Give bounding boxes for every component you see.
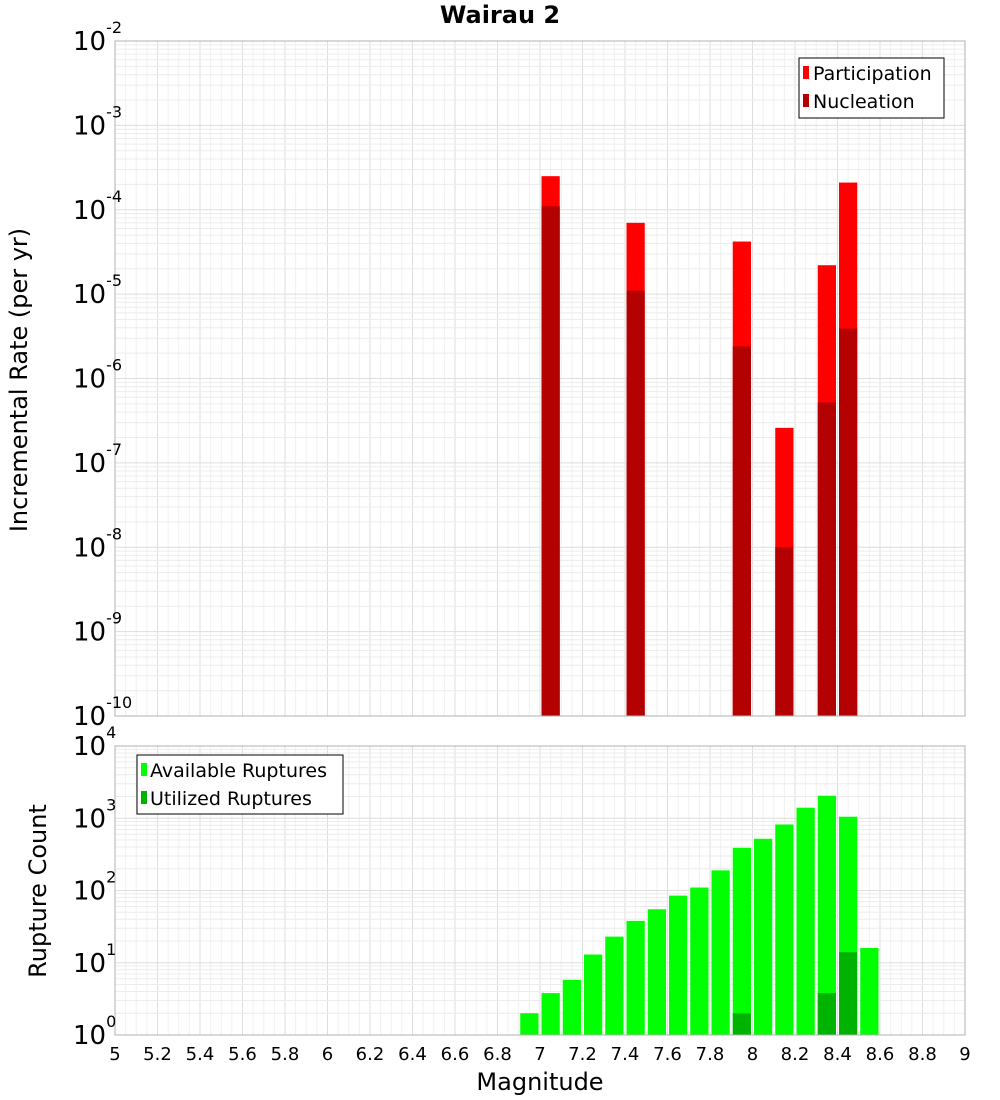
bar-available-ruptures xyxy=(711,870,730,1035)
bar-available-ruptures xyxy=(520,1013,539,1035)
legend-label-participation: Participation xyxy=(813,63,932,85)
bottom-y-tick-label: 103 xyxy=(73,795,116,834)
x-tick-label: 8.2 xyxy=(781,1044,810,1065)
bar-available-ruptures xyxy=(669,895,688,1035)
bottom-y-tick-label: 101 xyxy=(73,940,116,979)
x-tick-label: 8.6 xyxy=(866,1044,895,1065)
x-tick-label: 7.2 xyxy=(568,1044,597,1065)
x-tick-label: 9 xyxy=(959,1044,970,1065)
top-y-axis-label: Incremental Rate (per yr) xyxy=(5,228,33,532)
bar-available-ruptures xyxy=(817,795,836,1035)
legend-swatch-available xyxy=(141,763,147,776)
legend-swatch-participation xyxy=(803,66,809,79)
x-axis-label: Magnitude xyxy=(476,1068,603,1096)
top-legend-box xyxy=(798,57,945,119)
legend-label-utilized: Utilized Ruptures xyxy=(150,788,312,810)
bottom-legend-box xyxy=(136,754,344,815)
x-tick-label: 5.6 xyxy=(228,1044,257,1065)
x-tick-label: 8 xyxy=(747,1044,758,1065)
bar-available-ruptures xyxy=(541,993,560,1035)
bar-nucleation xyxy=(817,402,836,716)
x-tick-label: 5 xyxy=(109,1044,120,1065)
bar-available-ruptures xyxy=(647,909,666,1035)
top-plot-bars xyxy=(541,176,858,717)
x-tick-label: 8.8 xyxy=(908,1044,937,1065)
bar-available-ruptures xyxy=(690,887,709,1035)
x-tick-label: 6 xyxy=(322,1044,333,1065)
bar-nucleation xyxy=(626,290,645,716)
x-tick-label: 5.8 xyxy=(271,1044,300,1065)
top-plot-grid xyxy=(114,41,966,717)
x-tick-label: 6.8 xyxy=(483,1044,512,1065)
bar-nucleation xyxy=(839,328,858,716)
x-tick-label: 5.2 xyxy=(143,1044,172,1065)
bar-available-ruptures xyxy=(562,979,581,1035)
chart-title: Wairau 2 xyxy=(440,1,560,29)
x-tick-label: 6.4 xyxy=(398,1044,427,1065)
bottom-y-axis-label: Rupture Count xyxy=(24,804,52,978)
bar-utilized-ruptures xyxy=(817,993,836,1035)
bar-available-ruptures xyxy=(626,920,645,1035)
bottom-y-tick-label: 102 xyxy=(73,868,116,907)
bar-available-ruptures xyxy=(584,954,603,1035)
bar-available-ruptures xyxy=(775,824,794,1035)
x-tick-label: 6.2 xyxy=(356,1044,385,1065)
bar-utilized-ruptures xyxy=(732,1013,751,1035)
bottom-plot-frame xyxy=(114,745,966,1036)
x-ticks: 5 5.2 5.4 5.6 5.8 6 6.2 6.4 6.6 6.8 7 7.2 7.4 7.6 7.8 8… xyxy=(109,1044,970,1065)
legend-label-nucleation: Nucleation xyxy=(813,91,915,113)
top-y-tick-label: 10-10 xyxy=(73,693,132,732)
x-tick-label: 7 xyxy=(534,1044,545,1065)
bar-nucleation xyxy=(732,346,751,716)
x-tick-label: 6.6 xyxy=(441,1044,470,1065)
top-legend: Participation Nucleation xyxy=(798,57,945,119)
bar-available-ruptures xyxy=(754,838,773,1035)
legend-swatch-nucleation xyxy=(803,94,809,107)
bottom-legend: Available Ruptures Utilized Ruptures xyxy=(136,754,344,815)
bar-available-ruptures xyxy=(796,807,815,1035)
x-tick-label: 5.4 xyxy=(186,1044,215,1065)
legend-swatch-utilized xyxy=(141,791,147,804)
bar-available-ruptures xyxy=(605,936,624,1035)
x-tick-label: 7.8 xyxy=(696,1044,725,1065)
x-tick-label: 7.6 xyxy=(653,1044,682,1065)
bar-utilized-ruptures xyxy=(839,952,858,1035)
bar-nucleation xyxy=(541,206,560,716)
top-plot-frame xyxy=(114,40,966,717)
bar-available-ruptures xyxy=(860,948,879,1035)
bottom-plot-bars xyxy=(520,795,879,1035)
legend-label-available: Available Ruptures xyxy=(150,760,327,782)
x-tick-label: 8.4 xyxy=(823,1044,852,1065)
x-tick-label: 7.4 xyxy=(611,1044,640,1065)
bar-nucleation xyxy=(775,547,794,716)
bar-available-ruptures xyxy=(732,847,751,1035)
